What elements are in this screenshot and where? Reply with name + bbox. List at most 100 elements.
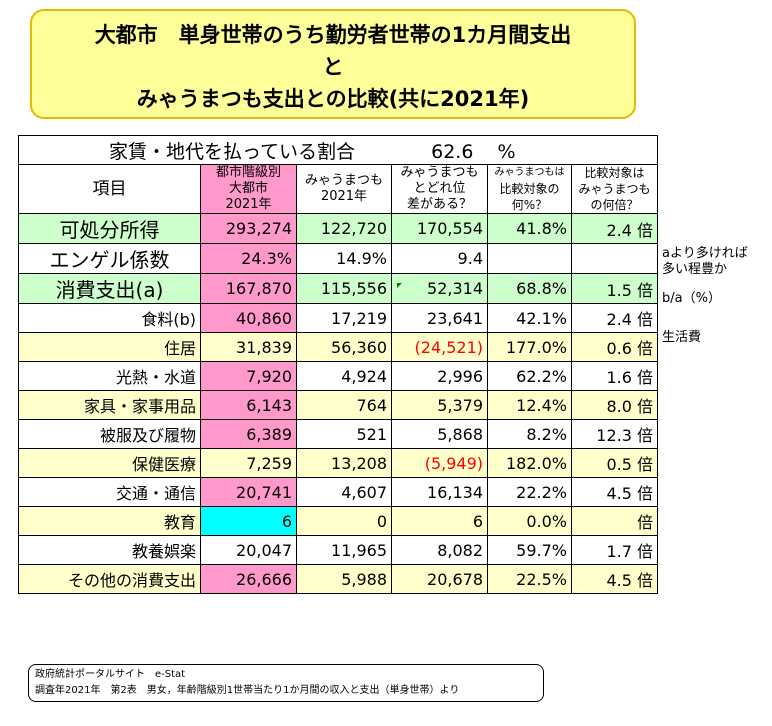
row-times [571, 243, 658, 274]
rent-ratio-row: 家賃・地代を払っている割合 62.6 % [18, 135, 658, 165]
header-city-line: 2021年 [225, 197, 272, 212]
table-row: 家具・家事用品 6,143 764 5,379 12.4% 8.0 倍 [18, 390, 658, 420]
header-diff-line: とどれ位 [413, 181, 466, 196]
row-diff: 5,379 [391, 390, 488, 420]
header-pct-line: みゃうまつもは [494, 167, 565, 178]
header-city-line: 都市階級別 [215, 165, 281, 181]
row-city: 7,920 [200, 361, 297, 391]
header-times-line: 比較対象は [584, 166, 645, 180]
row-item: 消費支出(a) [18, 273, 201, 304]
header-diff-line: 差がある？ [406, 197, 472, 212]
row-pct: 12.4% [487, 390, 572, 420]
page-title: 大都市 単身世帯のうち勤労者世帯の1カ月間支出 と みゃうまつも支出との比較(共… [30, 9, 636, 119]
header-mine-line: みゃうまつも [304, 173, 383, 188]
row-times: 2.4 倍 [571, 213, 658, 244]
header-diff: みゃうまつも とどれ位 差がある？ [391, 164, 488, 214]
row-city: 20,047 [200, 535, 297, 565]
row-times: 4.5 倍 [571, 564, 658, 594]
title-line-2: と [322, 55, 344, 79]
rent-ratio-unit: % [497, 140, 516, 163]
row-pct: 182.0% [487, 448, 572, 478]
comment-marker-icon [397, 283, 402, 288]
source-line: 政府統計ポータルサイト e-Stat [35, 669, 186, 680]
row-diff: (24,521) [391, 332, 488, 362]
row-times: 1.5 倍 [571, 273, 658, 304]
row-pct: 22.2% [487, 477, 572, 507]
row-city: 26,666 [200, 564, 297, 594]
row-item: 保健医療 [18, 448, 201, 478]
row-pct: 62.2% [487, 361, 572, 391]
row-times: 1.7 倍 [571, 535, 658, 565]
row-pct: 0.0% [487, 506, 572, 536]
row-city: 6,143 [200, 390, 297, 420]
table-row: エンゲル係数 24.3% 14.9% 9.4 [18, 243, 658, 274]
table-row: 教育 6 0 6 0.0% 倍 [18, 506, 658, 536]
row-diff: 23,641 [391, 303, 488, 333]
row-times: 1.6 倍 [571, 361, 658, 391]
row-mine: 4,607 [296, 477, 392, 507]
header-city-line: 大都市 [228, 181, 268, 196]
row-diff: 8,082 [391, 535, 488, 565]
header-pct: みゃうまつもは 比較対象の 何%？ [487, 164, 572, 214]
row-mine: 115,556 [296, 273, 392, 304]
row-times: 2.4 倍 [571, 303, 658, 333]
header-diff-line: みゃうまつも [400, 165, 479, 181]
row-times: 8.0 倍 [571, 390, 658, 420]
row-city: 24.3% [200, 243, 297, 274]
row-diff: 170,554 [391, 213, 488, 244]
row-pct: 42.1% [487, 303, 572, 333]
rent-ratio-label: 家賃・地代を払っている割合 [109, 140, 356, 163]
row-mine: 17,219 [296, 303, 392, 333]
header-mine: みゃうまつも 2021年 [296, 164, 392, 214]
row-city: 20,741 [200, 477, 297, 507]
row-mine: 11,965 [296, 535, 392, 565]
header-times-line: みゃうまつも [578, 182, 651, 196]
row-diff: 5,868 [391, 419, 488, 449]
row-pct: 68.8% [487, 273, 572, 304]
row-pct: 177.0% [487, 332, 572, 362]
row-pct: 59.7% [487, 535, 572, 565]
row-mine: 13,208 [296, 448, 392, 478]
row-city: 6 [200, 506, 297, 536]
row-diff: 20,678 [391, 564, 488, 594]
row-item: 光熱・水道 [18, 361, 201, 391]
row-mine: 122,720 [296, 213, 392, 244]
note-engel: b/a（%） [662, 291, 721, 306]
header-row: 項目 都市階級別 大都市 2021年 みゃうまつも 2021年 みゃうまつも と… [18, 164, 658, 214]
row-item: 可処分所得 [18, 213, 201, 244]
row-mine: 4,924 [296, 361, 392, 391]
row-times: 倍 [571, 506, 658, 536]
row-pct: 8.2% [487, 419, 572, 449]
table-row: 住居 31,839 56,360 (24,521) 177.0% 0.6 倍 [18, 332, 658, 362]
row-mine: 764 [296, 390, 392, 420]
row-mine: 14.9% [296, 243, 392, 274]
row-item: 家具・家事用品 [18, 390, 201, 420]
row-diff: (5,949) [391, 448, 488, 478]
row-times: 12.3 倍 [571, 419, 658, 449]
row-diff: 52,314 [391, 273, 488, 304]
note-income: aより多ければ 多い程豊か [662, 246, 748, 278]
row-times: 4.5 倍 [571, 477, 658, 507]
row-city: 167,870 [200, 273, 297, 304]
header-times-line: の何倍？ [590, 198, 639, 212]
note-living-cost: 生活費 [662, 330, 702, 345]
row-item: その他の消費支出 [18, 564, 201, 594]
table-row: 可処分所得 293,274 122,720 170,554 41.8% 2.4 … [18, 213, 658, 244]
row-pct: 22.5% [487, 564, 572, 594]
row-item: 教養娯楽 [18, 535, 201, 565]
header-mine-line: 2021年 [320, 189, 368, 204]
row-pct: 41.8% [487, 213, 572, 244]
row-times: 0.5 倍 [571, 448, 658, 478]
title-line-3: みゃうまつも支出との比較(共に2021年) [136, 87, 530, 111]
row-diff: 2,996 [391, 361, 488, 391]
table-row: 被服及び履物 6,389 521 5,868 8.2% 12.3 倍 [18, 419, 658, 449]
row-diff: 9.4 [391, 243, 488, 274]
row-item: エンゲル係数 [18, 243, 201, 274]
row-city: 31,839 [200, 332, 297, 362]
table-row: 交通・通信 20,741 4,607 16,134 22.2% 4.5 倍 [18, 477, 658, 507]
source-line: 調査年2021年 第2表 男女，年齢階級別1世帯当たり1か月間の収入と支出（単身… [35, 685, 460, 696]
row-mine: 56,360 [296, 332, 392, 362]
row-city: 6,389 [200, 419, 297, 449]
rent-ratio-value: 62.6 [431, 140, 474, 163]
table-row: 食料(b) 40,860 17,219 23,641 42.1% 2.4 倍 [18, 303, 658, 333]
